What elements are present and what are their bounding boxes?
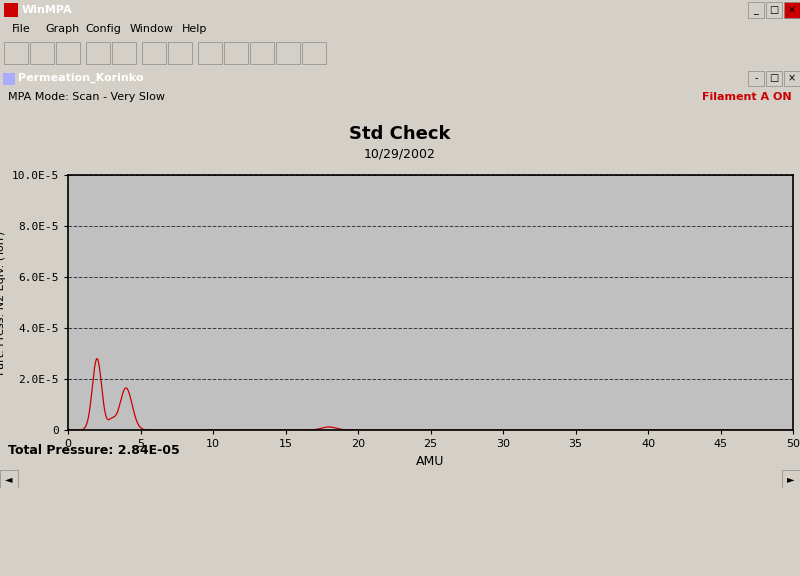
Text: Config: Config <box>85 24 121 34</box>
Bar <box>0 470 18 488</box>
Text: ◄: ◄ <box>6 474 13 484</box>
Bar <box>302 42 326 64</box>
Bar <box>4 3 18 17</box>
Bar <box>4 42 28 64</box>
Bar <box>276 42 300 64</box>
Bar <box>30 42 54 64</box>
Text: ×: × <box>788 73 796 83</box>
Bar <box>784 2 800 18</box>
Bar <box>86 42 110 64</box>
Bar <box>224 42 248 64</box>
Text: Permeation_Korinko: Permeation_Korinko <box>18 73 143 83</box>
Bar <box>766 2 782 18</box>
Text: ×: × <box>788 5 796 15</box>
Bar <box>782 470 800 488</box>
Bar <box>784 71 800 86</box>
Bar <box>3 73 15 85</box>
Bar <box>748 2 764 18</box>
Text: Window: Window <box>130 24 174 34</box>
Text: Graph: Graph <box>45 24 79 34</box>
Text: Help: Help <box>182 24 207 34</box>
Text: Std Check: Std Check <box>350 125 450 143</box>
Bar <box>142 42 166 64</box>
Text: MPA Mode: Scan - Very Slow: MPA Mode: Scan - Very Slow <box>8 92 165 102</box>
Text: _: _ <box>754 5 758 15</box>
Bar <box>250 42 274 64</box>
Text: ►: ► <box>787 474 794 484</box>
Text: WinMPA: WinMPA <box>22 5 73 15</box>
Text: Total Pressure: 2.84E-05: Total Pressure: 2.84E-05 <box>8 445 180 457</box>
Bar <box>766 71 782 86</box>
Y-axis label: Part. Press. N2 Eqiv. (Torr): Part. Press. N2 Eqiv. (Torr) <box>0 230 6 374</box>
Bar <box>112 42 136 64</box>
Bar <box>198 42 222 64</box>
Text: Filament A ON: Filament A ON <box>702 92 792 102</box>
Text: □: □ <box>770 5 778 15</box>
Bar <box>56 42 80 64</box>
Bar <box>748 71 764 86</box>
Text: 10/29/2002: 10/29/2002 <box>364 147 436 161</box>
X-axis label: AMU: AMU <box>416 454 445 468</box>
Text: File: File <box>12 24 30 34</box>
Bar <box>168 42 192 64</box>
Text: -: - <box>754 73 758 83</box>
Text: □: □ <box>770 73 778 83</box>
